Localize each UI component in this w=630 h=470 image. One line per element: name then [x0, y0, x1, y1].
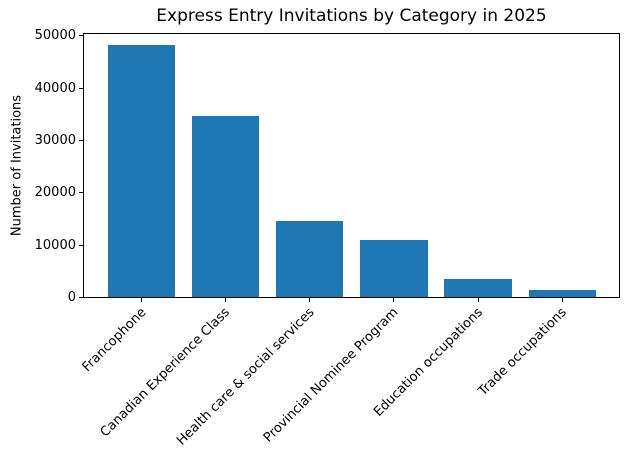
y-tick-label: 50000 [34, 28, 76, 44]
y-tick-mark [79, 87, 83, 89]
y-axis-label: Number of Invitations [9, 94, 25, 237]
x-tick-label: Provincial Nominee Program [260, 305, 402, 446]
x-tick-label: Trade occupations [475, 305, 570, 400]
bar [276, 221, 344, 297]
y-tick-mark [79, 192, 83, 194]
bar [191, 116, 260, 297]
x-tick-mark [309, 298, 311, 302]
y-tick-label: 30000 [34, 133, 76, 149]
bar [107, 45, 176, 297]
x-tick-label: Francophone [79, 305, 149, 375]
chart-title: Express Entry Invitations by Category in… [156, 6, 547, 26]
y-tick-label: 10000 [34, 237, 76, 253]
bar [528, 290, 596, 297]
bar [360, 240, 428, 297]
y-tick-label: 40000 [34, 80, 76, 96]
x-tick-label: Health care & social services [173, 305, 318, 449]
y-tick-mark [79, 140, 83, 142]
x-tick-mark [393, 298, 395, 302]
y-tick-label: 20000 [34, 185, 76, 201]
bar [444, 279, 512, 297]
y-tick-mark [79, 297, 83, 299]
x-tick-mark [561, 298, 563, 302]
x-tick-mark [477, 298, 479, 302]
x-tick-mark [225, 298, 227, 302]
y-tick-mark [79, 35, 83, 37]
y-tick-label: 0 [67, 290, 76, 306]
y-tick-mark [79, 244, 83, 246]
x-tick-mark [140, 298, 142, 302]
